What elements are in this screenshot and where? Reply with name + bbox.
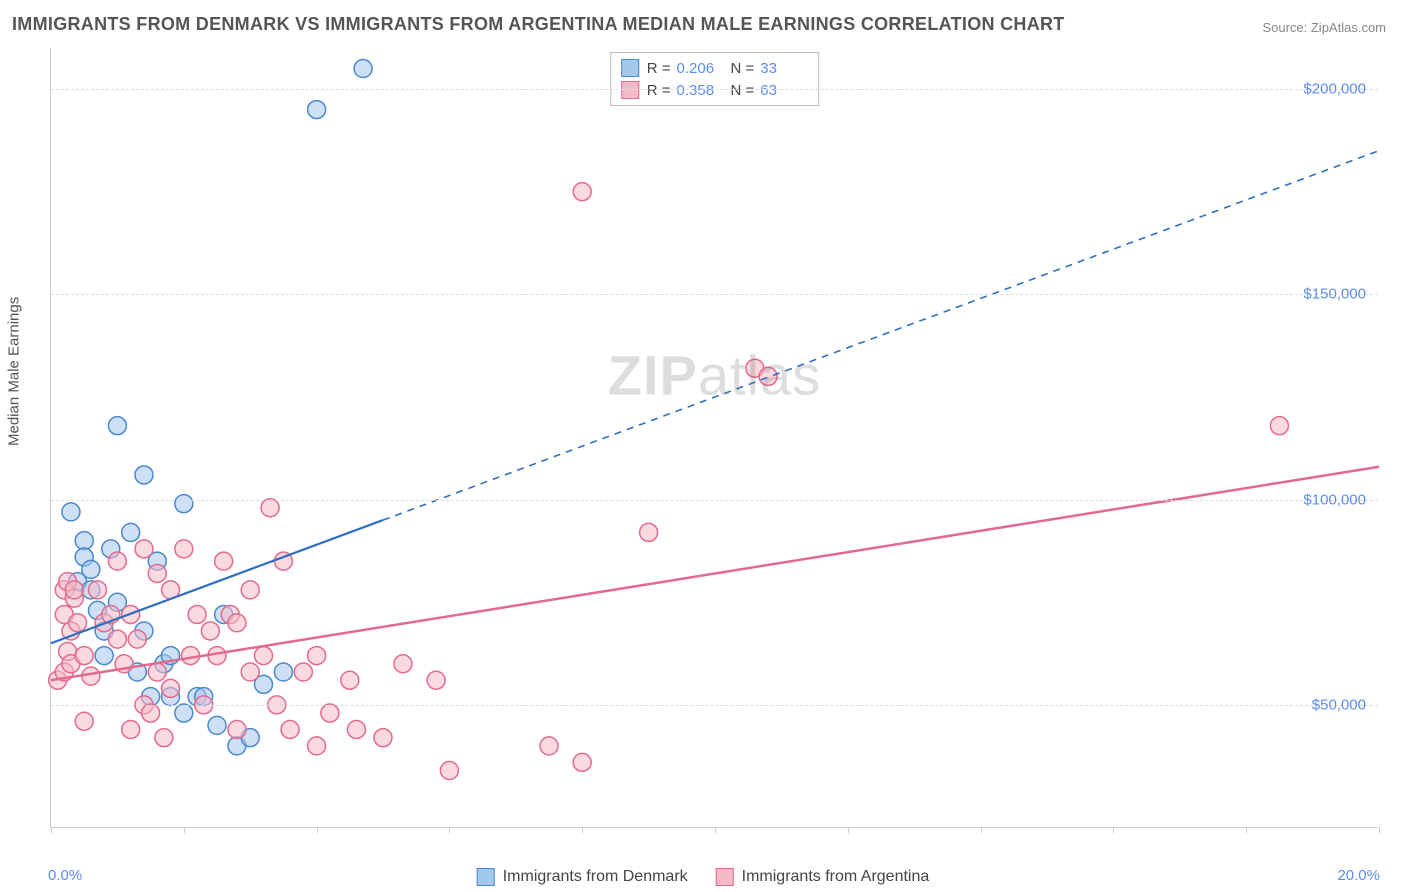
scatter-point-argentina	[82, 667, 100, 685]
legend-stats-box: R = 0.206 N = 33 R = 0.358 N = 63	[610, 52, 820, 106]
gridline	[51, 89, 1378, 90]
scatter-point-argentina	[281, 720, 299, 738]
scatter-point-denmark	[175, 495, 193, 513]
x-tick	[715, 827, 716, 833]
legend-swatch-denmark	[621, 59, 639, 77]
scatter-point-argentina	[241, 663, 259, 681]
scatter-point-argentina	[162, 679, 180, 697]
trend-line-dash-denmark	[383, 151, 1379, 520]
scatter-point-argentina	[394, 655, 412, 673]
r-label: R =	[647, 60, 671, 77]
scatter-point-denmark	[308, 101, 326, 119]
x-tick	[184, 827, 185, 833]
chart-title: IMMIGRANTS FROM DENMARK VS IMMIGRANTS FR…	[12, 14, 1065, 35]
scatter-point-argentina	[108, 552, 126, 570]
scatter-point-denmark	[95, 647, 113, 665]
scatter-point-argentina	[427, 671, 445, 689]
y-tick-label: $50,000	[1312, 696, 1366, 713]
scatter-point-argentina	[75, 712, 93, 730]
scatter-point-argentina	[188, 606, 206, 624]
legend-item-denmark: Immigrants from Denmark	[477, 868, 688, 886]
scatter-point-argentina	[215, 552, 233, 570]
y-tick-label: $100,000	[1303, 491, 1366, 508]
legend-label: Immigrants from Argentina	[742, 868, 930, 886]
y-tick-label: $200,000	[1303, 81, 1366, 98]
scatter-point-denmark	[82, 560, 100, 578]
x-tick	[1246, 827, 1247, 833]
gridline	[51, 500, 1378, 501]
scatter-point-argentina	[261, 499, 279, 517]
scatter-point-denmark	[208, 716, 226, 734]
x-tick	[848, 827, 849, 833]
scatter-point-argentina	[294, 663, 312, 681]
scatter-point-argentina	[65, 581, 83, 599]
scatter-point-argentina	[108, 630, 126, 648]
gridline	[51, 705, 1378, 706]
n-value: 33	[760, 60, 808, 77]
scatter-point-argentina	[228, 720, 246, 738]
scatter-point-argentina	[321, 704, 339, 722]
scatter-point-denmark	[274, 663, 292, 681]
x-tick	[1379, 827, 1380, 833]
scatter-point-denmark	[354, 60, 372, 78]
scatter-point-argentina	[88, 581, 106, 599]
scatter-point-argentina	[69, 614, 87, 632]
scatter-point-argentina	[148, 564, 166, 582]
legend-label: Immigrants from Denmark	[503, 868, 688, 886]
scatter-point-denmark	[135, 466, 153, 484]
scatter-point-argentina	[142, 704, 160, 722]
scatter-point-argentina	[573, 183, 591, 201]
scatter-point-argentina	[228, 614, 246, 632]
scatter-point-argentina	[175, 540, 193, 558]
y-axis-label: Median Male Earnings	[6, 297, 23, 446]
x-tick	[582, 827, 583, 833]
scatter-point-argentina	[201, 622, 219, 640]
plot-svg	[51, 48, 1378, 827]
scatter-point-argentina	[573, 753, 591, 771]
scatter-point-denmark	[122, 523, 140, 541]
scatter-point-argentina	[75, 647, 93, 665]
scatter-point-argentina	[254, 647, 272, 665]
legend-stats-row: R = 0.206 N = 33	[621, 57, 809, 79]
scatter-point-argentina	[341, 671, 359, 689]
r-value: 0.206	[677, 60, 725, 77]
x-tick	[981, 827, 982, 833]
scatter-point-argentina	[347, 720, 365, 738]
x-tick	[317, 827, 318, 833]
scatter-point-argentina	[540, 737, 558, 755]
scatter-point-argentina	[148, 663, 166, 681]
scatter-point-argentina	[759, 367, 777, 385]
n-label: N =	[731, 60, 755, 77]
legend-series: Immigrants from Denmark Immigrants from …	[477, 868, 930, 886]
x-axis-min-label: 0.0%	[48, 867, 82, 884]
scatter-point-argentina	[308, 647, 326, 665]
x-axis-max-label: 20.0%	[1337, 867, 1380, 884]
x-tick	[1113, 827, 1114, 833]
scatter-point-argentina	[155, 729, 173, 747]
scatter-point-argentina	[440, 762, 458, 780]
chart-container: IMMIGRANTS FROM DENMARK VS IMMIGRANTS FR…	[0, 0, 1406, 892]
legend-swatch-argentina	[716, 868, 734, 886]
gridline	[51, 294, 1378, 295]
legend-item-argentina: Immigrants from Argentina	[716, 868, 930, 886]
scatter-point-argentina	[374, 729, 392, 747]
scatter-point-argentina	[308, 737, 326, 755]
scatter-point-denmark	[175, 704, 193, 722]
scatter-point-denmark	[62, 503, 80, 521]
scatter-point-argentina	[241, 581, 259, 599]
scatter-point-argentina	[640, 523, 658, 541]
scatter-point-argentina	[135, 540, 153, 558]
scatter-point-argentina	[1270, 417, 1288, 435]
x-tick	[51, 827, 52, 833]
legend-swatch-denmark	[477, 868, 495, 886]
x-tick	[449, 827, 450, 833]
scatter-point-denmark	[75, 532, 93, 550]
plot-area: R = 0.206 N = 33 R = 0.358 N = 63 ZIPatl…	[50, 48, 1378, 828]
scatter-point-denmark	[108, 417, 126, 435]
scatter-point-argentina	[128, 630, 146, 648]
y-tick-label: $150,000	[1303, 286, 1366, 303]
scatter-point-argentina	[122, 720, 140, 738]
source-attribution: Source: ZipAtlas.com	[1262, 20, 1386, 35]
